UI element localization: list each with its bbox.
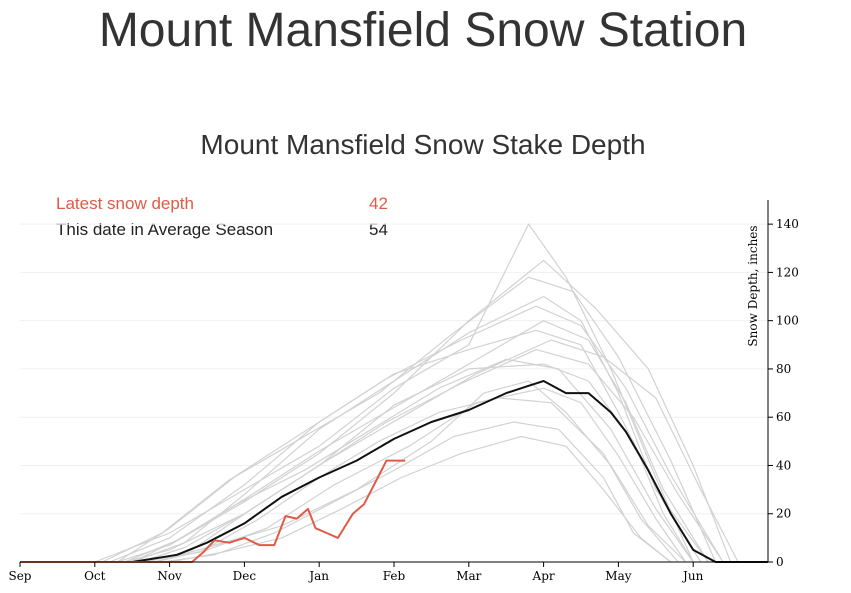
grid-lines (20, 223, 768, 515)
y-tick-label-100: 100 (776, 314, 799, 328)
historic-season-3 (154, 380, 687, 563)
historic-season-5 (139, 397, 679, 563)
historic-season-10 (131, 358, 694, 563)
y-tick-label-20: 20 (776, 507, 791, 521)
latest-depth-value: 42 (369, 194, 388, 213)
historic-season-2 (131, 295, 709, 563)
average-season-line (20, 380, 768, 563)
latest-depth-label: Latest snow depth (56, 194, 194, 213)
x-tick-label-may: May (605, 569, 631, 583)
y-tick-label-120: 120 (776, 265, 799, 279)
series-lines (20, 380, 768, 563)
historic-season-4 (94, 223, 694, 563)
page-title: Mount Mansfield Snow Station (98, 4, 748, 57)
historic-season-14 (124, 320, 709, 563)
x-tick-label-dec: Dec (233, 569, 257, 583)
x-tick-label-jan: Jan (307, 569, 329, 583)
historic-season-13 (139, 349, 724, 563)
historic-season-15 (154, 387, 687, 563)
average-season-label: This date in Average Season (56, 220, 274, 239)
historic-season-9 (147, 339, 739, 563)
y-tick-label-80: 80 (776, 362, 791, 376)
y-tick-label-60: 60 (776, 410, 791, 424)
x-tick-label-nov: Nov (157, 569, 182, 583)
historic-season-1 (124, 363, 694, 563)
chart-title: Mount Mansfield Snow Stake Depth (200, 129, 646, 160)
x-tick-label-jun: Jun (681, 569, 704, 583)
x-tick-label-sep: Sep (8, 569, 31, 583)
historic-season-7 (162, 421, 672, 563)
historic-season-16 (116, 305, 724, 563)
historic-season-6 (117, 259, 732, 563)
historic-season-8 (109, 329, 702, 563)
historic-season-12 (102, 276, 717, 563)
y-tick-label-140: 140 (776, 217, 799, 231)
current-season-line (20, 459, 406, 563)
x-tick-label-feb: Feb (383, 569, 406, 583)
historic-season-11 (169, 435, 672, 563)
axes: Sep Oct Nov Dec Jan Feb Mar Apr May Jun 0 20 40 60 80 1… (8, 200, 799, 583)
x-tick-label-mar: Mar (456, 569, 481, 583)
average-season-value: 54 (369, 220, 388, 239)
y-tick-label-0: 0 (776, 555, 784, 569)
y-tick-label-40: 40 (776, 458, 791, 472)
x-tick-label-apr: Apr (532, 569, 555, 583)
y-axis-label: Snow Depth, inches (746, 225, 760, 346)
x-tick-label-oct: Oct (84, 569, 106, 583)
historic-seasons (94, 223, 739, 563)
